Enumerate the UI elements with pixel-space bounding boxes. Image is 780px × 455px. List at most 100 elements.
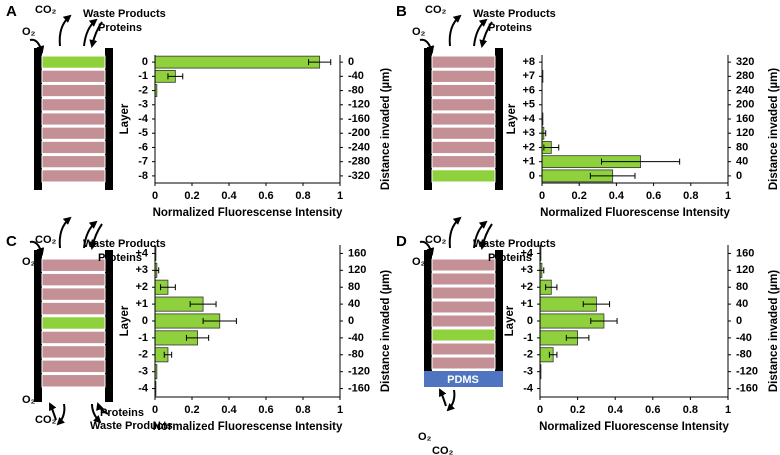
tissue-layer <box>431 258 496 272</box>
flow-arrow <box>473 220 488 249</box>
y-axis-title: Layer <box>119 103 131 134</box>
flow-arrow <box>446 389 456 412</box>
y2-tick-label: 0 <box>736 315 742 327</box>
y2-tick-label: 120 <box>736 127 754 139</box>
y2-tick-label: -160 <box>348 113 370 125</box>
y2-tick-label: -80 <box>736 349 752 361</box>
y-tick-label: -2 <box>138 84 148 96</box>
x-tick-label: 0.8 <box>295 404 310 416</box>
x-tick-label: 0.4 <box>608 404 624 416</box>
x-tick-label: 0.2 <box>184 190 199 202</box>
y-tick-label: +3 <box>135 264 148 276</box>
error-bar <box>543 144 560 151</box>
chamber-wall <box>105 250 113 402</box>
tissue-layer <box>41 98 106 112</box>
x-tick-label: 0.4 <box>609 190 625 202</box>
tissue-layer <box>431 314 496 328</box>
y2-tick-label: 160 <box>736 247 754 259</box>
y2-tick-label: 0 <box>736 170 742 182</box>
gas-label: Proteins <box>488 22 532 34</box>
y-tick-label: 0 <box>142 56 148 68</box>
y2-tick-label: -200 <box>348 127 370 139</box>
tissue-layer <box>41 258 106 272</box>
y-tick-label: +8 <box>522 56 535 68</box>
tissue-layer <box>431 342 496 356</box>
panel-label: B <box>396 3 407 20</box>
flow-arrow <box>83 18 98 47</box>
gas-label: CO₂ <box>432 445 454 455</box>
gas-label: Waste Products <box>473 8 556 20</box>
x-tick-label: 0.4 <box>221 404 237 416</box>
flow-arrow <box>448 14 462 47</box>
gas-label: CO₂ <box>35 234 57 246</box>
error-bar <box>308 59 332 66</box>
panel-label: A <box>6 3 17 20</box>
bar <box>154 55 321 69</box>
tissue-layer <box>41 83 106 98</box>
flow-arrow <box>83 220 98 249</box>
y-tick-label: +1 <box>520 298 533 310</box>
gas-label: CO₂ <box>35 414 57 426</box>
chamber-wall <box>495 48 503 190</box>
y2-tick-label: -160 <box>348 382 370 394</box>
y-tick-label: -3 <box>138 366 148 378</box>
x-axis-title: Normalized Fluorescense Intensity <box>153 421 343 433</box>
flow-arrow <box>96 402 109 415</box>
y2-tick-label: 120 <box>348 264 366 276</box>
x-tick-label: 0.8 <box>295 190 310 202</box>
gas-label: Proteins <box>98 22 142 34</box>
chamber-wall <box>34 48 42 190</box>
x-tick-label: 0 <box>152 190 158 202</box>
flow-arrow <box>49 402 57 421</box>
x-tick-label: 1 <box>337 404 343 416</box>
tissue-layer <box>431 155 496 169</box>
y2-tick-label: -160 <box>736 382 758 394</box>
chart: 0 0-1 -40-2 -80-3 -120-4 -160-5 -200-6 -240-7 -2… <box>119 55 392 219</box>
y2-tick-label: 280 <box>736 70 754 82</box>
y2-tick-label: -320 <box>348 170 370 182</box>
tissue-layer <box>41 272 106 287</box>
tissue-layer <box>431 140 496 155</box>
x-tick-label: 0.2 <box>570 404 585 416</box>
x-tick-label: 0.2 <box>572 190 587 202</box>
y-tick-label: -1 <box>523 332 533 344</box>
error-bar <box>545 284 558 291</box>
flow-arrow <box>473 18 488 47</box>
x-tick-label: 0.6 <box>645 404 660 416</box>
y-tick-label: -2 <box>523 349 533 361</box>
tissue-layer <box>41 169 106 183</box>
y-tick-label: +2 <box>135 281 148 293</box>
y2-tick-label: 160 <box>736 113 754 125</box>
x-tick-label: 0 <box>537 404 543 416</box>
error-bar <box>565 334 590 341</box>
y-tick-label: -3 <box>523 366 533 378</box>
flow-arrow <box>448 216 462 249</box>
y2-tick-label: -40 <box>736 332 752 344</box>
chamber-wall <box>495 250 503 387</box>
tissue-layer <box>41 316 106 330</box>
y-tick-label: +1 <box>135 298 148 310</box>
tissue-layer <box>431 83 496 98</box>
y2-tick-label: 40 <box>736 156 748 168</box>
y-tick-label: -4 <box>138 382 149 394</box>
error-bar <box>202 318 237 324</box>
y2-tick-label: -280 <box>348 156 370 168</box>
gas-label: Proteins <box>100 407 144 419</box>
tissue-layer <box>431 356 496 370</box>
x-tick-label: 0.8 <box>683 190 698 202</box>
y2-tick-label: 80 <box>348 281 360 293</box>
flow-arrow <box>29 38 45 54</box>
y-tick-label: -7 <box>138 156 148 168</box>
tissue-layer <box>41 155 106 169</box>
y-tick-label: -4 <box>523 382 534 394</box>
gas-label: Waste Products <box>90 420 173 432</box>
y2-tick-label: 0 <box>348 56 354 68</box>
tissue-layer <box>41 345 106 359</box>
y2-tick-label: -40 <box>348 332 364 344</box>
error-bar <box>548 351 558 358</box>
gas-label: O₂ <box>22 26 36 38</box>
chamber-wall <box>105 48 113 190</box>
